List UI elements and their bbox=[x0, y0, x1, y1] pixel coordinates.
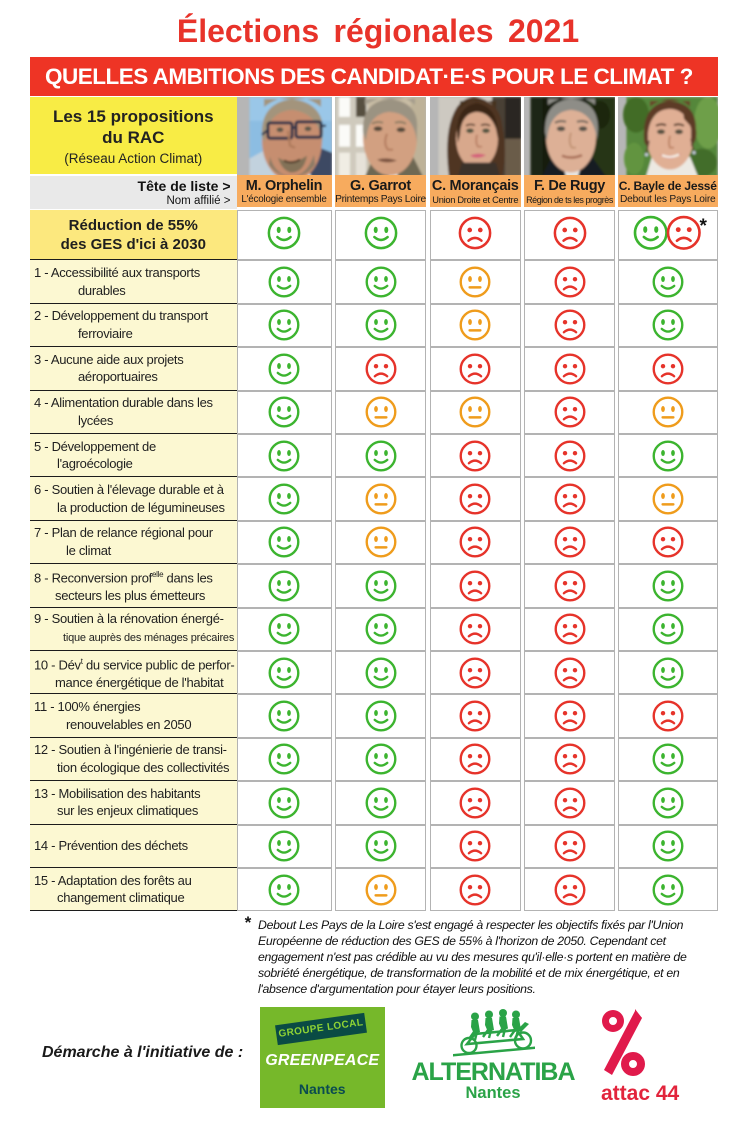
svg-text:ALTERNATIBA: ALTERNATIBA bbox=[411, 1058, 575, 1086]
svg-text:Nantes: Nantes bbox=[465, 1084, 520, 1102]
svg-text:attac 44: attac 44 bbox=[601, 1082, 680, 1105]
